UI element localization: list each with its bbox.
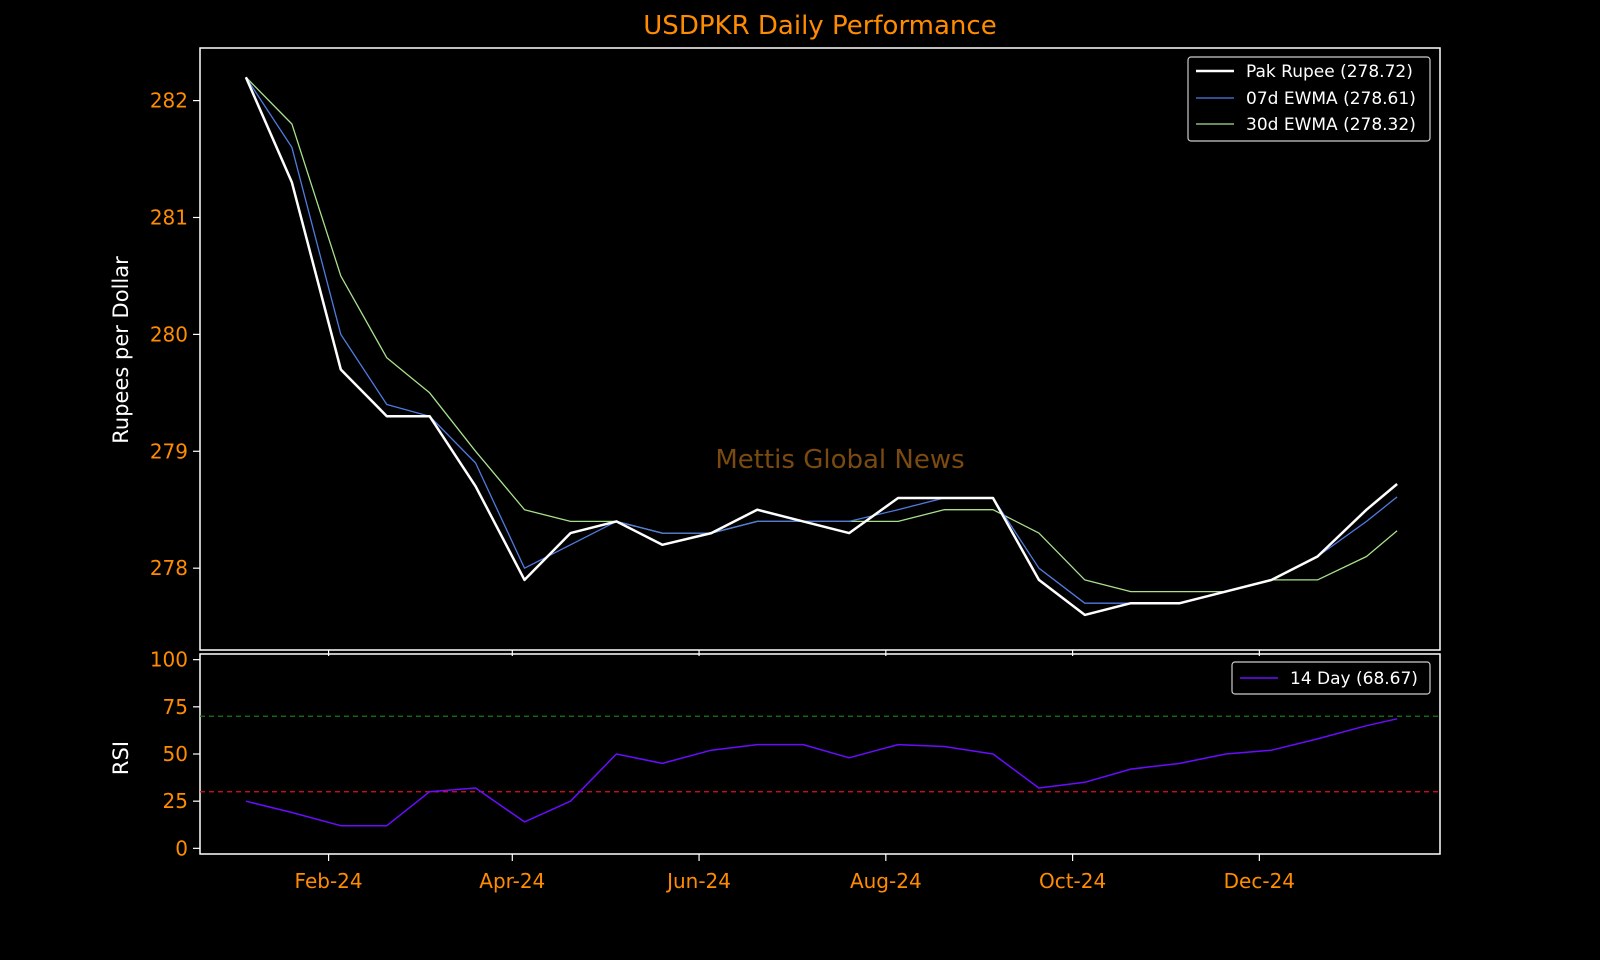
legend-label-14-day: 14 Day (68.67)	[1290, 669, 1418, 689]
rsi-ytick-label: 25	[163, 789, 188, 813]
price-panel-frame	[199, 47, 1441, 651]
price-ytick-label: 280	[150, 322, 188, 346]
rsi-ylabel: RSI	[109, 741, 133, 775]
xtick-label: Aug-24	[850, 869, 922, 893]
price-yticks: 278 279 280 281 282	[150, 89, 200, 580]
xtick-label: Jun-24	[665, 869, 731, 893]
series-line-0	[245, 718, 1398, 827]
price-legend: Pak Rupee (278.72) 07d EWMA (278.61) 30d…	[1187, 56, 1431, 142]
price-ytick-label: 281	[150, 205, 188, 229]
legend-label-07d-ewma: 07d EWMA (278.61)	[1246, 89, 1416, 109]
price-series-line-2	[245, 76, 1398, 593]
rsi-ytick-label: 50	[163, 742, 188, 766]
rsi-ytick-label: 75	[163, 695, 188, 719]
chart-title: USDPKR Daily Performance	[643, 11, 996, 41]
price-legend-box	[1187, 56, 1431, 142]
watermark-annotation: Mettis Global News	[715, 445, 964, 475]
xtick-label: Dec-24	[1224, 869, 1295, 893]
price-ytick-label: 278	[150, 556, 188, 580]
rsi-legend: 14 Day (68.67)	[1231, 661, 1431, 695]
legend-label-pak-rupee: Pak Rupee (278.72)	[1246, 62, 1413, 82]
xtick-label: Apr-24	[479, 869, 545, 893]
xtick-label: Feb-24	[295, 869, 363, 893]
price-series-line-0	[244, 76, 1398, 617]
rsi-series-group	[245, 718, 1398, 827]
price-series-group	[244, 76, 1398, 617]
rsi-ytick-label: 0	[175, 836, 188, 860]
rsi-yticks: 0 25 50 75 100	[150, 648, 200, 860]
legend-label-30d-ewma: 30d EWMA (278.32)	[1246, 115, 1416, 135]
rsi-legend-box	[1231, 661, 1431, 695]
price-ytick-label: 282	[150, 89, 188, 113]
rsi-ytick-label: 100	[150, 648, 188, 672]
xticks: Feb-24 Apr-24 Jun-24 Aug-24 Oct-24 Dec-24	[295, 650, 1295, 893]
price-ytick-label: 279	[150, 439, 188, 463]
price-series-line-1	[245, 76, 1398, 604]
rsi-reference-lines	[200, 715, 1440, 793]
xtick-label: Oct-24	[1039, 869, 1106, 893]
price-ylabel: Rupees per Dollar	[109, 256, 133, 444]
